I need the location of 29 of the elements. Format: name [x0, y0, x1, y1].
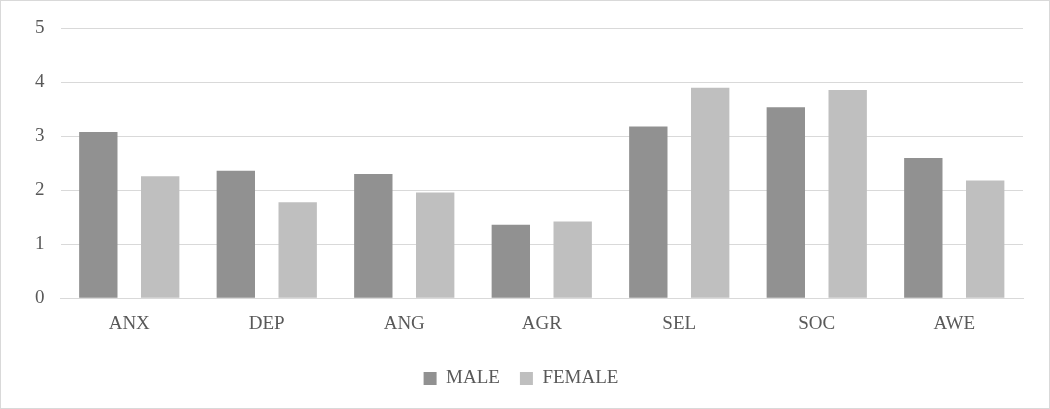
bar	[416, 192, 455, 298]
bar	[966, 180, 1005, 298]
y-tick-label: 2	[35, 178, 45, 200]
bar	[629, 126, 668, 298]
y-tick-label: 4	[35, 70, 45, 92]
legend-label: FEMALE	[542, 366, 619, 388]
y-tick-label: 5	[35, 16, 45, 38]
legend-label: MALE	[446, 366, 500, 388]
bar	[766, 107, 805, 298]
x-tick-label: ANX	[108, 311, 151, 333]
bar	[354, 174, 393, 298]
bar	[904, 157, 943, 298]
bar	[691, 87, 730, 298]
x-tick-label: AGR	[521, 311, 563, 333]
bar	[141, 176, 180, 298]
x-tick-label: SOC	[798, 311, 836, 333]
x-tick-label: DEP	[248, 311, 285, 333]
bar	[491, 224, 530, 298]
bar	[828, 89, 867, 298]
x-tick-label: SEL	[662, 311, 697, 333]
bar	[216, 170, 255, 298]
x-tick-label: AWE	[933, 311, 976, 333]
y-tick-label: 0	[35, 286, 45, 308]
bar	[553, 221, 592, 298]
bar	[79, 132, 118, 298]
y-tick-label: 3	[35, 124, 45, 146]
y-tick-label: 1	[35, 232, 45, 254]
bar	[278, 202, 317, 298]
x-tick-label: ANG	[383, 311, 426, 333]
